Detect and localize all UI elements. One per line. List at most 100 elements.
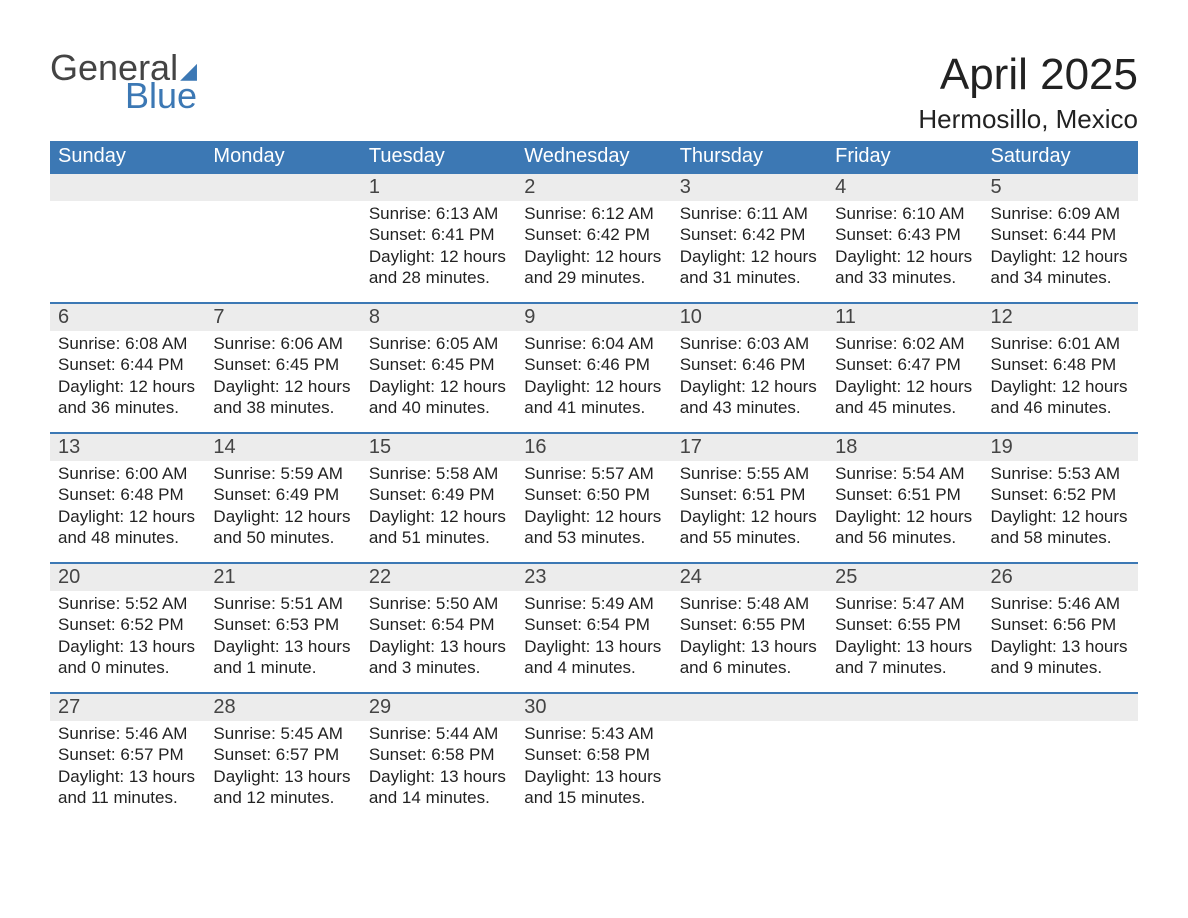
day-content: Sunrise: 5:54 AMSunset: 6:51 PMDaylight:…: [827, 461, 982, 554]
day-number: 26: [983, 564, 1138, 591]
day-sunset: Sunset: 6:44 PM: [991, 224, 1130, 245]
calendar-day-cell: 24Sunrise: 5:48 AMSunset: 6:55 PMDayligh…: [672, 562, 827, 692]
day-sunset: Sunset: 6:51 PM: [835, 484, 974, 505]
day-day1: Daylight: 12 hours: [991, 506, 1130, 527]
day-sunset: Sunset: 6:55 PM: [835, 614, 974, 635]
day-sunrise: Sunrise: 5:59 AM: [213, 463, 352, 484]
day-content: Sunrise: 5:53 AMSunset: 6:52 PMDaylight:…: [983, 461, 1138, 554]
day-number: 15: [361, 434, 516, 461]
day-day2: and 3 minutes.: [369, 657, 508, 678]
day-number: 8: [361, 304, 516, 331]
day-number: 11: [827, 304, 982, 331]
day-day2: and 9 minutes.: [991, 657, 1130, 678]
day-day2: and 6 minutes.: [680, 657, 819, 678]
calendar-day-cell: [672, 692, 827, 822]
day-number: 3: [672, 174, 827, 201]
day-number: 28: [205, 694, 360, 721]
day-sunset: Sunset: 6:49 PM: [213, 484, 352, 505]
day-number: 7: [205, 304, 360, 331]
day-number-empty: [827, 694, 982, 721]
day-day2: and 58 minutes.: [991, 527, 1130, 548]
day-number: 12: [983, 304, 1138, 331]
calendar-day-cell: 4Sunrise: 6:10 AMSunset: 6:43 PMDaylight…: [827, 172, 982, 302]
day-sunset: Sunset: 6:47 PM: [835, 354, 974, 375]
day-sunset: Sunset: 6:45 PM: [369, 354, 508, 375]
day-day1: Daylight: 12 hours: [369, 506, 508, 527]
day-content: Sunrise: 5:47 AMSunset: 6:55 PMDaylight:…: [827, 591, 982, 684]
day-content: Sunrise: 5:51 AMSunset: 6:53 PMDaylight:…: [205, 591, 360, 684]
calendar-day-cell: [205, 172, 360, 302]
day-day1: Daylight: 13 hours: [524, 636, 663, 657]
calendar-day-cell: 12Sunrise: 6:01 AMSunset: 6:48 PMDayligh…: [983, 302, 1138, 432]
day-day2: and 29 minutes.: [524, 267, 663, 288]
day-content: Sunrise: 5:55 AMSunset: 6:51 PMDaylight:…: [672, 461, 827, 554]
day-sunset: Sunset: 6:42 PM: [680, 224, 819, 245]
day-number: 6: [50, 304, 205, 331]
day-day2: and 1 minute.: [213, 657, 352, 678]
calendar-day-cell: 2Sunrise: 6:12 AMSunset: 6:42 PMDaylight…: [516, 172, 671, 302]
calendar-day-cell: [50, 172, 205, 302]
day-day1: Daylight: 12 hours: [680, 506, 819, 527]
day-day1: Daylight: 12 hours: [835, 506, 974, 527]
day-number: 10: [672, 304, 827, 331]
day-number: 1: [361, 174, 516, 201]
calendar-page: General ◢ Blue April 2025 Hermosillo, Me…: [0, 0, 1188, 852]
day-day1: Daylight: 13 hours: [369, 636, 508, 657]
day-number: 4: [827, 174, 982, 201]
weekday-header: Tuesday: [361, 141, 516, 172]
day-day1: Daylight: 13 hours: [991, 636, 1130, 657]
day-day2: and 55 minutes.: [680, 527, 819, 548]
day-content: Sunrise: 5:52 AMSunset: 6:52 PMDaylight:…: [50, 591, 205, 684]
day-sunset: Sunset: 6:50 PM: [524, 484, 663, 505]
day-day1: Daylight: 12 hours: [369, 376, 508, 397]
weekday-header: Monday: [205, 141, 360, 172]
page-title: April 2025: [918, 50, 1138, 100]
day-sunset: Sunset: 6:55 PM: [680, 614, 819, 635]
day-day2: and 12 minutes.: [213, 787, 352, 808]
day-day1: Daylight: 13 hours: [58, 766, 197, 787]
day-number: 13: [50, 434, 205, 461]
day-sunset: Sunset: 6:58 PM: [524, 744, 663, 765]
day-sunset: Sunset: 6:57 PM: [213, 744, 352, 765]
day-number-empty: [50, 174, 205, 201]
day-content: Sunrise: 6:04 AMSunset: 6:46 PMDaylight:…: [516, 331, 671, 424]
day-sunrise: Sunrise: 5:53 AM: [991, 463, 1130, 484]
day-day1: Daylight: 13 hours: [213, 636, 352, 657]
calendar-day-cell: 9Sunrise: 6:04 AMSunset: 6:46 PMDaylight…: [516, 302, 671, 432]
calendar-day-cell: 5Sunrise: 6:09 AMSunset: 6:44 PMDaylight…: [983, 172, 1138, 302]
calendar-week-row: 20Sunrise: 5:52 AMSunset: 6:52 PMDayligh…: [50, 562, 1138, 692]
day-day2: and 28 minutes.: [369, 267, 508, 288]
day-sunset: Sunset: 6:41 PM: [369, 224, 508, 245]
day-sunrise: Sunrise: 5:52 AM: [58, 593, 197, 614]
day-sunrise: Sunrise: 5:50 AM: [369, 593, 508, 614]
day-number: 24: [672, 564, 827, 591]
day-sunrise: Sunrise: 6:00 AM: [58, 463, 197, 484]
day-day2: and 38 minutes.: [213, 397, 352, 418]
day-sunrise: Sunrise: 6:01 AM: [991, 333, 1130, 354]
day-content: Sunrise: 5:57 AMSunset: 6:50 PMDaylight:…: [516, 461, 671, 554]
calendar-week-row: 13Sunrise: 6:00 AMSunset: 6:48 PMDayligh…: [50, 432, 1138, 562]
day-content: Sunrise: 5:58 AMSunset: 6:49 PMDaylight:…: [361, 461, 516, 554]
calendar-week-row: 6Sunrise: 6:08 AMSunset: 6:44 PMDaylight…: [50, 302, 1138, 432]
calendar-day-cell: 7Sunrise: 6:06 AMSunset: 6:45 PMDaylight…: [205, 302, 360, 432]
day-sunrise: Sunrise: 5:51 AM: [213, 593, 352, 614]
day-content: Sunrise: 6:03 AMSunset: 6:46 PMDaylight:…: [672, 331, 827, 424]
day-sunrise: Sunrise: 5:54 AM: [835, 463, 974, 484]
calendar-day-cell: 21Sunrise: 5:51 AMSunset: 6:53 PMDayligh…: [205, 562, 360, 692]
day-sunset: Sunset: 6:54 PM: [524, 614, 663, 635]
calendar-day-cell: 6Sunrise: 6:08 AMSunset: 6:44 PMDaylight…: [50, 302, 205, 432]
day-day1: Daylight: 13 hours: [680, 636, 819, 657]
day-number: 14: [205, 434, 360, 461]
day-day1: Daylight: 12 hours: [835, 376, 974, 397]
day-number-empty: [983, 694, 1138, 721]
day-number: 21: [205, 564, 360, 591]
day-content: Sunrise: 6:05 AMSunset: 6:45 PMDaylight:…: [361, 331, 516, 424]
calendar-day-cell: [827, 692, 982, 822]
calendar-day-cell: 19Sunrise: 5:53 AMSunset: 6:52 PMDayligh…: [983, 432, 1138, 562]
day-sunrise: Sunrise: 5:44 AM: [369, 723, 508, 744]
day-sunset: Sunset: 6:58 PM: [369, 744, 508, 765]
day-number-empty: [205, 174, 360, 201]
day-content: Sunrise: 6:06 AMSunset: 6:45 PMDaylight:…: [205, 331, 360, 424]
day-sunset: Sunset: 6:44 PM: [58, 354, 197, 375]
day-day1: Daylight: 12 hours: [524, 246, 663, 267]
